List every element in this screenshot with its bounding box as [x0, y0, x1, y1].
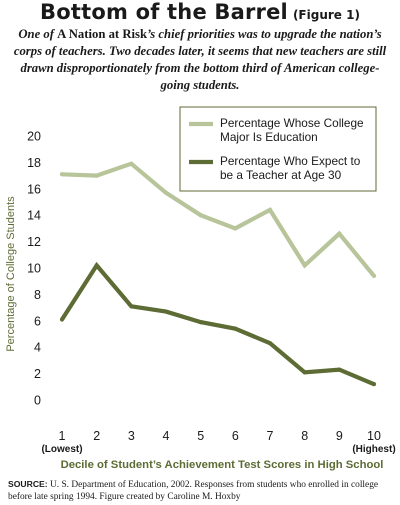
x-tick-label: 7 [267, 429, 274, 443]
data-point-series-1 [267, 207, 273, 213]
x-tick-label: 4 [163, 429, 170, 443]
data-point-series-1 [59, 172, 65, 177]
y-axis-label: Percentage of College Students [5, 196, 17, 352]
y-tick-label: 8 [34, 288, 41, 302]
subtitle-part-1: One of [18, 27, 58, 41]
x-tick-label: 2 [93, 429, 100, 443]
x-tick-label: 3 [128, 429, 135, 443]
x-tick-label: 6 [232, 429, 239, 443]
x-axis-label: Decile of Student’s Achievement Test Sco… [61, 459, 384, 471]
y-tick-label: 16 [27, 182, 41, 196]
data-point-series-2 [371, 382, 377, 387]
data-point-series-2 [59, 317, 65, 322]
data-point-series-2 [302, 370, 307, 375]
data-point-series-1 [129, 161, 134, 166]
data-point-series-2 [233, 326, 238, 331]
y-tick-label: 12 [27, 235, 41, 249]
chart-subtitle: One of A Nation at Risk’s chief prioriti… [8, 26, 392, 94]
data-point-series-1 [163, 190, 169, 195]
legend-box [179, 106, 377, 192]
y-tick-label: 10 [27, 262, 41, 276]
series-line-2 [60, 261, 375, 387]
chart-title-row: Bottom of the Barrel (Figure 1) [0, 0, 400, 24]
legend-label-1: Percentage Whose College [220, 116, 364, 130]
legend-label-2: be a Teacher at Age 30 [220, 168, 342, 182]
y-tick-label: 6 [34, 314, 41, 328]
x-tick-label: 9 [336, 429, 343, 443]
data-point-series-2 [267, 341, 273, 346]
data-point-series-2 [94, 263, 99, 268]
y-tick-label: 20 [27, 130, 41, 144]
data-point-series-2 [337, 367, 342, 372]
legend-label-2: Percentage Who Expect to [220, 154, 361, 168]
source-text: U. S. Department of Education, 2002. Res… [8, 480, 379, 502]
chart-title: Bottom of the Barrel [40, 0, 288, 24]
y-tick-label: 2 [34, 367, 41, 381]
y-tick-label: 18 [27, 156, 41, 170]
x-tick-sublabel: (Lowest) [41, 444, 82, 455]
series-line-1 [61, 161, 376, 278]
x-tick-label: 5 [197, 429, 204, 443]
data-point-series-1 [94, 173, 99, 178]
y-tick-label: 14 [27, 209, 41, 223]
data-point-series-1 [337, 231, 342, 236]
figure-number: (Figure 1) [292, 8, 360, 22]
x-tick-label: 10 [367, 429, 381, 443]
x-tick-label: 8 [301, 429, 308, 443]
data-point-series-1 [198, 213, 203, 218]
y-tick-label: 4 [34, 341, 41, 355]
legend-label-1: Major Is Education [220, 130, 318, 144]
x-tick-sublabel: (Highest) [352, 444, 395, 455]
subtitle-report-name: A Nation at Risk [57, 27, 148, 41]
y-tick-label: 0 [34, 394, 41, 408]
data-point-series-2 [198, 320, 203, 325]
data-point-series-1 [302, 263, 307, 268]
source-note: SOURCE: U. S. Department of Education, 2… [8, 478, 396, 503]
data-point-series-2 [129, 304, 134, 309]
data-point-series-2 [163, 309, 169, 314]
x-tick-label: 1 [59, 429, 66, 443]
data-point-series-1 [233, 226, 238, 231]
subtitle-part-2: ’s chief priorities was to upgrade the n… [13, 27, 387, 92]
data-point-series-1 [371, 273, 377, 279]
source-label: SOURCE: [8, 479, 48, 489]
